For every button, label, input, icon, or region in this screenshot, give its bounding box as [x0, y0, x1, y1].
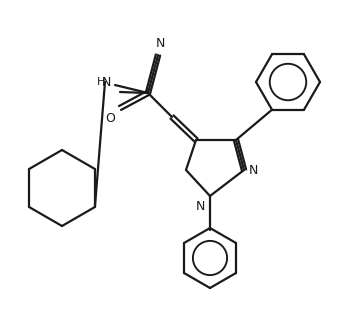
Text: O: O: [105, 112, 115, 125]
Text: N: N: [155, 37, 165, 50]
Text: H: H: [97, 77, 105, 87]
Text: N: N: [102, 76, 111, 88]
Text: N: N: [196, 200, 205, 213]
Text: N: N: [249, 165, 258, 178]
